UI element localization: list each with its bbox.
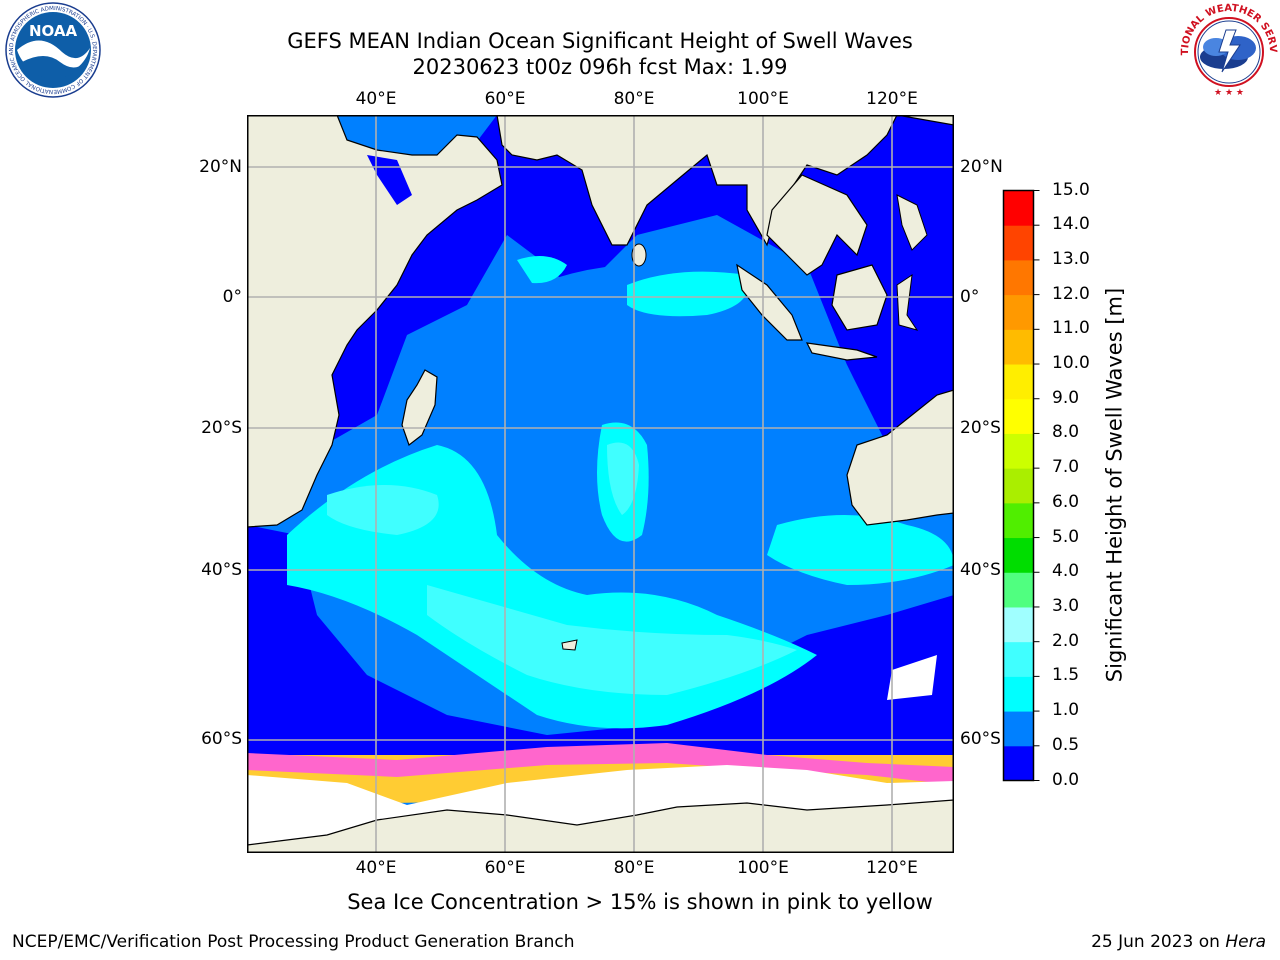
colorbar	[1002, 189, 1040, 782]
lon-label-top-60e: 60°E	[484, 89, 526, 109]
colorbar-tick-label: 0.5	[1052, 734, 1080, 755]
colorbar-segment	[1003, 641, 1034, 677]
land-kerguelen	[561, 639, 578, 651]
colorbar-tick-label: 3.0	[1052, 595, 1080, 616]
lon-label-top-100e: 100°E	[737, 89, 789, 109]
graticule	[247, 115, 954, 853]
colorbar-frame	[1002, 189, 1035, 782]
svg-text:★ ★ ★: ★ ★ ★	[1214, 88, 1244, 98]
map-title-line1: GEFS MEAN Indian Ocean Significant Heigh…	[287, 29, 913, 53]
lat-label-left-20s: 20°S	[201, 418, 242, 438]
swell-band-lightcyan-west	[327, 485, 439, 535]
colorbar-tick-label: 6.0	[1052, 491, 1080, 512]
colorbar-segment	[1003, 364, 1034, 400]
lat-label-right-20n: 20°N	[960, 157, 1003, 177]
colorbar-label: Significant Height of Swell Waves [m]	[1102, 287, 1127, 683]
footer-date-text: 25 Jun 2023 on	[1091, 932, 1220, 952]
colorbar-tick-label: 14.0	[1052, 214, 1090, 235]
land-sulawesi	[896, 273, 919, 331]
colorbar-tick-label: 1.0	[1052, 700, 1080, 721]
lon-label-top-80e: 80°E	[613, 89, 655, 109]
lon-label-bottom-120e: 120°E	[866, 858, 918, 878]
lat-label-left-20n: 20°N	[199, 157, 242, 177]
footer-machine: Hera	[1225, 932, 1266, 952]
swell-band-lightcyan-central	[607, 442, 639, 515]
map-frame	[247, 115, 954, 853]
swell-band-cyan-east	[767, 515, 954, 585]
colorbar-tick-label: 2.0	[1052, 630, 1080, 651]
lon-label-top-120e: 120°E	[866, 89, 918, 109]
lon-label-bottom-100e: 100°E	[737, 858, 789, 878]
land-antarctica	[247, 799, 954, 853]
colorbar-tick-label: 1.5	[1052, 665, 1080, 686]
colorbar-segment	[1003, 537, 1034, 573]
land-java	[805, 342, 878, 361]
map-title-line2: 20230623 t00z 096h fcst Max: 1.99	[412, 55, 788, 79]
lat-label-left-40s: 40°S	[201, 560, 242, 580]
colorbar-tick-label: 0.0	[1052, 769, 1080, 790]
land-sumatra	[736, 263, 803, 341]
land-south-asia	[496, 115, 954, 247]
lat-label-right-20s: 20°S	[960, 418, 1001, 438]
colorbar-segment	[1003, 190, 1034, 226]
lat-label-left-0: 0°	[222, 287, 242, 307]
colorbar-tick-label: 10.0	[1052, 353, 1090, 374]
colorbar-tick-label: 12.0	[1052, 283, 1090, 304]
swell-band-lightcyan-south	[427, 585, 797, 695]
colorbar-tick-label: 11.0	[1052, 318, 1090, 339]
land-australia	[846, 389, 954, 526]
noaa-logo: NOAA NATIONAL OCEANIC AND ATMOSPHERIC AD…	[0, 0, 101, 98]
colorbar-segment	[1003, 225, 1034, 261]
lon-label-bottom-40e: 40°E	[355, 858, 397, 878]
nws-logo: NATIONAL WEATHER SERVICE ★ ★ ★	[1178, 0, 1278, 99]
lat-label-right-0: 0°	[960, 287, 980, 307]
footer-branch: NCEP/EMC/Verification Post Processing Pr…	[12, 932, 575, 952]
swell-band-cyan-arabian	[517, 256, 567, 284]
colorbar-tick-label: 15.0	[1052, 179, 1090, 200]
colorbar-segment	[1003, 711, 1034, 747]
land-madagascar	[401, 369, 438, 446]
land-africa-arabia	[247, 115, 503, 528]
colorbar-tick-label: 9.0	[1052, 387, 1080, 408]
lat-label-right-60s: 60°S	[960, 729, 1001, 749]
land-southeast-asia	[766, 174, 868, 276]
sea-ice-edge-pink	[247, 743, 954, 785]
colorbar-segment	[1003, 745, 1034, 781]
lon-label-bottom-80e: 80°E	[613, 858, 655, 878]
colorbar-tick-label: 13.0	[1052, 248, 1090, 269]
colorbar-segment	[1003, 502, 1034, 539]
colorbar-segment	[1003, 398, 1034, 434]
colorbar-tick-label: 7.0	[1052, 457, 1080, 478]
colorbar-tick-label: 8.0	[1052, 422, 1080, 443]
colorbar-tick-label: 5.0	[1052, 526, 1080, 547]
lon-label-top-40e: 40°E	[355, 89, 397, 109]
footer-date: 25 Jun 2023 on Hera	[1091, 932, 1266, 952]
swell-band-low-southwest	[247, 525, 954, 755]
lon-label-bottom-60e: 60°E	[484, 858, 526, 878]
lat-label-left-60s: 60°S	[201, 729, 242, 749]
colorbar-segment	[1003, 468, 1034, 504]
colorbar-segment	[1003, 606, 1034, 643]
land-sri-lanka	[631, 243, 647, 267]
colorbar-segment	[1003, 572, 1034, 608]
swell-band-cyan-north	[627, 271, 749, 317]
sea-ice-note: Sea Ice Concentration > 15% is shown in …	[347, 890, 933, 914]
sea-ice-patch	[887, 655, 937, 700]
colorbar-segment	[1003, 259, 1034, 296]
lat-label-right-40s: 40°S	[960, 560, 1001, 580]
colorbar-segment	[1003, 433, 1034, 469]
land-philippines	[896, 194, 928, 251]
swell-height-map	[247, 115, 954, 853]
colorbar-segment	[1003, 329, 1034, 365]
svg-text:NOAA: NOAA	[29, 22, 78, 40]
colorbar-segment	[1003, 294, 1034, 330]
colorbar-tick-label: 4.0	[1052, 561, 1080, 582]
colorbar-segment	[1003, 676, 1034, 712]
